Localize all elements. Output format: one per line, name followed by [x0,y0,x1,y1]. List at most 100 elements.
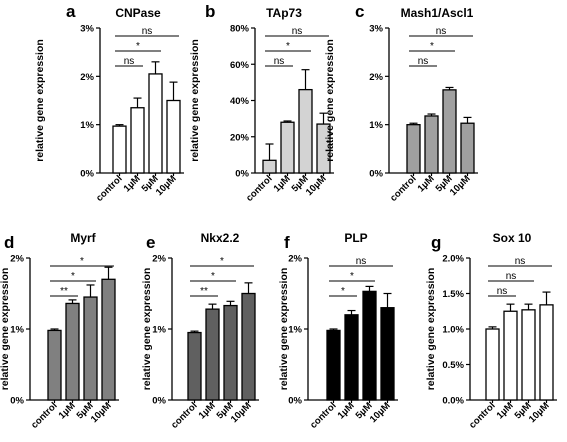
bar-5µM [521,309,536,401]
panel-letter: e [146,233,155,252]
y-tick-label: 3% [80,24,94,35]
panel-letter: f [284,233,290,252]
panel-f: f PLP relative gene expression 0% 1% 2% contro… [278,231,398,431]
significance-label: ns [506,271,517,282]
bar-1µM [503,310,518,401]
y-axis-label: relative gene expression [324,39,336,162]
x-tick-label: 10µM [527,400,552,425]
bar-1µM [130,107,145,174]
y-tick-label: 1% [369,120,383,131]
y-tick-label: 0.5% [442,360,464,371]
bar-5µM [298,88,313,174]
y-axis-label: relative gene expression [425,268,437,391]
x-tick-label: 1µM [122,173,143,194]
panel-letter: a [66,2,76,21]
bar-1µM [344,314,359,401]
y-tick-label: 80% [230,24,250,35]
y-tick-label: 0% [235,169,249,180]
x-tick-label: control [29,400,60,431]
significance-label: ns [436,26,447,37]
y-tick-label: 1% [10,325,24,336]
panel-title: PLP [344,231,367,245]
significance-label: * [350,271,354,282]
panel-b: b TAp73 relative gene expression 0% 20% 40% 60… [189,2,334,204]
y-tick-label: 0% [288,396,302,407]
significance-label: ns [418,56,429,67]
significance-label: * [341,286,345,297]
x-tick-label: 1µM [197,400,218,421]
bar-control [262,159,277,174]
panel-title: Myrf [70,231,96,245]
significance-label: ns [497,286,508,297]
y-tick-label: 3% [369,24,383,35]
significance-label: ns [292,26,303,37]
x-tick-label: 10µM [89,400,114,425]
x-tick-label: 10µM [448,173,473,198]
y-tick-label: 0% [80,169,94,180]
y-tick-label: 2% [80,72,94,83]
y-axis-label: relative gene expression [189,39,201,162]
y-axis-label: relative gene expression [34,39,46,162]
x-tick-label: control [467,400,498,431]
bar-control [485,328,500,401]
x-tick-label: 10µM [304,173,329,198]
x-tick-label: 10µM [154,173,179,198]
bar-5µM [148,73,163,174]
significance-label: ns [142,26,153,37]
panel-title: Sox 10 [493,231,532,245]
y-tick-label: 2.0% [442,254,464,265]
panel-title: TAp73 [266,6,302,20]
y-tick-label: 20% [230,132,250,143]
panel-title: CNPase [115,6,161,20]
y-tick-label: 2% [152,254,166,265]
x-tick-label: control [308,400,339,431]
y-tick-label: 1.0% [442,325,464,336]
y-tick-label: 1% [80,120,94,131]
bar-control [406,124,421,174]
panel-g: g Sox 10 relative gene expression 0.0% 0.5% 1… [425,231,557,431]
significance-label: * [136,41,140,52]
panel-title: Mash1/Ascl1 [401,6,474,20]
significance-label: * [211,271,215,282]
y-axis-label: relative gene expression [141,268,153,391]
bar-5µM [223,304,238,401]
significance-label: ns [356,256,367,267]
y-tick-label: 0% [369,169,383,180]
bar-1µM [205,308,220,401]
significance-label: * [80,256,84,267]
x-tick-label: 1µM [57,400,78,421]
bar-control [326,329,341,401]
panel-letter: b [205,2,215,21]
y-tick-label: 40% [230,96,250,107]
bar-10µM [539,304,554,401]
significance-label: * [220,256,224,267]
x-tick-label: 1µM [272,173,293,194]
significance-label: * [286,41,290,52]
bar-5µM [362,290,377,401]
y-tick-label: 1% [152,325,166,336]
bar-5µM [83,296,98,401]
bar-1µM [424,115,439,174]
panel-letter: d [4,233,14,252]
y-tick-label: 0% [10,396,24,407]
panel-letter: c [355,2,364,21]
panel-c: c Mash1/Ascl1 relative gene expression 0% 1%… [324,2,478,204]
panel-letter: g [431,233,441,252]
y-axis-label: relative gene expression [0,268,11,391]
y-axis-label: relative gene expression [278,268,290,391]
x-tick-label: 10µM [229,400,254,425]
bar-control [187,331,202,401]
bar-control [112,125,127,174]
significance-label: ns [515,256,526,267]
significance-label: ** [200,286,208,297]
y-tick-label: 1.5% [442,289,464,300]
significance-label: * [71,271,75,282]
bar-10µM [380,307,395,401]
x-tick-label: 1µM [495,400,516,421]
x-tick-label: control [388,173,419,204]
y-tick-label: 0% [152,396,166,407]
panel-e: e Nkx2.2 relative gene expression 0% 1% 2% con… [141,231,259,431]
x-tick-label: 1µM [416,173,437,194]
y-tick-label: 60% [230,60,250,71]
